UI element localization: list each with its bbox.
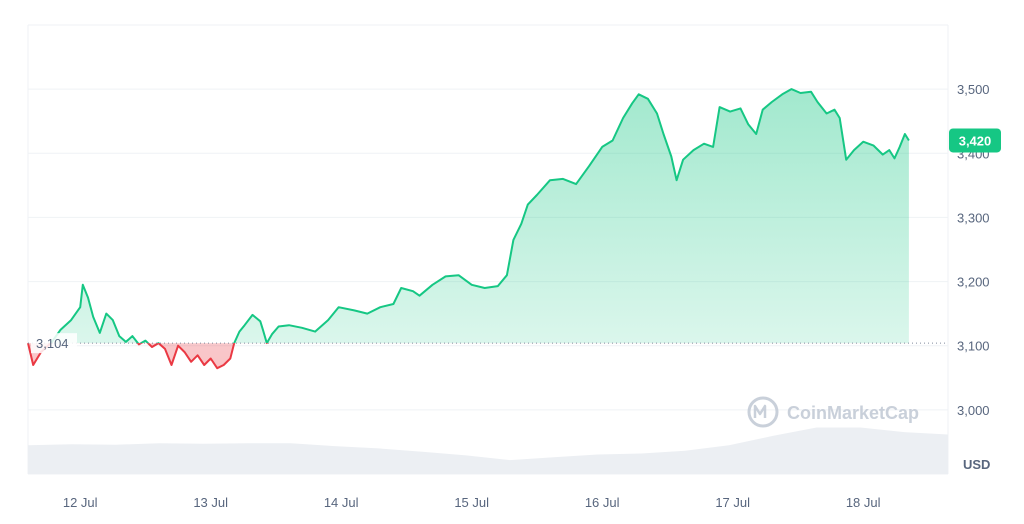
x-tick-label: 15 Jul: [454, 495, 489, 510]
watermark-text: CoinMarketCap: [787, 403, 919, 423]
y-tick-label: 3,500: [957, 82, 990, 97]
x-tick-label: 14 Jul: [324, 495, 359, 510]
price-line-up: [27, 88, 910, 344]
price-line-down: [27, 343, 268, 370]
coinmarketcap-watermark: CoinMarketCap: [747, 396, 919, 428]
x-tick-label: 17 Jul: [715, 495, 750, 510]
volume-area: [28, 427, 948, 474]
reference-line: 3,104: [28, 333, 948, 354]
currency-unit-label: USD: [963, 457, 990, 472]
current-price-badge: 3,420: [949, 128, 1001, 153]
reference-label-bg: [31, 333, 77, 354]
x-tick-label: 13 Jul: [193, 495, 228, 510]
y-tick-label: 3,200: [957, 275, 990, 290]
x-tick-label: 18 Jul: [846, 495, 881, 510]
current-price-badge-bg: [949, 128, 1001, 153]
price-area-up: [28, 89, 909, 344]
x-tick-label: 12 Jul: [63, 495, 98, 510]
volume-shape: [28, 427, 948, 474]
y-tick-label: 3,100: [957, 339, 990, 354]
x-tick-label: 16 Jul: [585, 495, 620, 510]
y-tick-label: 3,000: [957, 403, 990, 418]
price-line: [27, 88, 910, 370]
y-tick-label: 3,300: [957, 210, 990, 225]
current-price-label: 3,420: [959, 133, 992, 148]
x-axis-ticks: 12 Jul 13 Jul 14 Jul 15 Jul 16 Jul 17 Jul 18 J…: [63, 495, 881, 510]
reference-value-label: 3,104: [36, 336, 69, 351]
coinmarketcap-logo-icon: [747, 396, 779, 428]
